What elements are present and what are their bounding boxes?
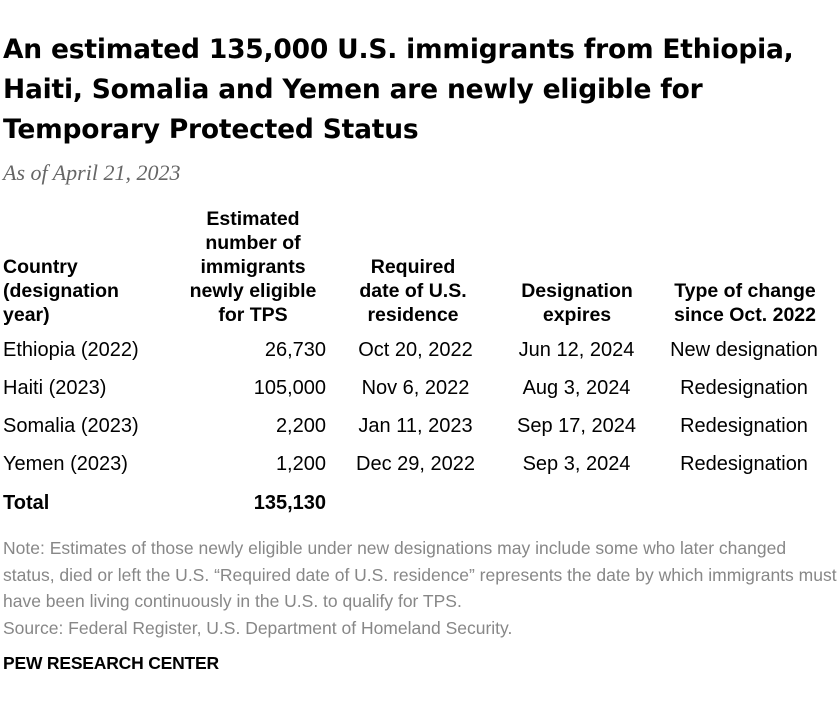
table-cell-estimated: 26,730 bbox=[264, 339, 326, 361]
table-cell-required: Oct 20, 2022 bbox=[358, 339, 473, 361]
header-change-line: since Oct. 2022 bbox=[673, 304, 816, 326]
table-cell-estimated: 105,000 bbox=[253, 377, 326, 399]
header-estimated-line: Estimated bbox=[206, 208, 300, 230]
table-cell-required: Dec 29, 2022 bbox=[356, 453, 475, 475]
table-cell-expires: Sep 17, 2024 bbox=[517, 415, 636, 437]
table-cell-estimated: 1,200 bbox=[275, 453, 326, 475]
table-cell-change: New designation bbox=[670, 339, 818, 361]
header-country: Country (designation year) bbox=[3, 255, 163, 327]
table-cell-estimated: 2,200 bbox=[275, 415, 326, 437]
table-cell-expires: Sep 3, 2024 bbox=[522, 453, 631, 475]
header-estimated-line: for TPS bbox=[218, 304, 288, 326]
header-country-line: Country bbox=[3, 256, 78, 278]
header-change-line: Type of change bbox=[674, 280, 816, 302]
table-cell-country: Somalia (2023) bbox=[3, 415, 139, 437]
table-cell-change: Redesignation bbox=[680, 453, 808, 475]
header-estimated-line: newly eligible bbox=[189, 280, 317, 302]
table-cell-expires: Aug 3, 2024 bbox=[522, 377, 631, 399]
total-value: 135,130 bbox=[253, 492, 326, 514]
table-cell-change: Redesignation bbox=[680, 415, 808, 437]
table-cell-required: Nov 6, 2022 bbox=[361, 377, 470, 399]
source-text: Source: Federal Register, U.S. Departmen… bbox=[3, 617, 513, 638]
chart-subtitle: As of April 21, 2023 bbox=[3, 160, 181, 185]
table-cell-country: Ethiopia (2022) bbox=[3, 339, 139, 361]
header-estimated-line: immigrants bbox=[200, 256, 306, 278]
header-expires: Designation expires bbox=[502, 279, 652, 327]
header-required-line: Required bbox=[370, 256, 456, 278]
table-cell-required: Jan 11, 2023 bbox=[358, 415, 473, 437]
header-change: Type of change since Oct. 2022 bbox=[655, 279, 835, 327]
header-expires-line: expires bbox=[542, 304, 612, 326]
note-text: Note: Estimates of those newly eligible … bbox=[3, 538, 837, 611]
table-cell-expires: Jun 12, 2024 bbox=[518, 339, 635, 361]
header-country-line: (designation bbox=[3, 280, 119, 302]
header-required-line: date of U.S. bbox=[359, 280, 467, 302]
table-cell-country: Yemen (2023) bbox=[3, 453, 128, 475]
header-expires-line: Designation bbox=[521, 280, 633, 302]
header-required: Required date of U.S. residence bbox=[338, 255, 488, 327]
chart-title: An estimated 135,000 U.S. immigrants fro… bbox=[3, 34, 794, 145]
header-estimated: Estimated number of immigrants newly eli… bbox=[168, 207, 338, 327]
header-country-line: year) bbox=[3, 304, 50, 326]
header-required-line: residence bbox=[367, 304, 459, 326]
table-cell-country: Haiti (2023) bbox=[3, 377, 107, 399]
table-cell-change: Redesignation bbox=[680, 377, 808, 399]
chart-note: Note: Estimates of those newly eligible … bbox=[3, 535, 837, 641]
total-label: Total bbox=[3, 492, 50, 514]
header-estimated-line: number of bbox=[205, 232, 301, 254]
brand-logo-text: PEW RESEARCH CENTER bbox=[3, 653, 219, 673]
